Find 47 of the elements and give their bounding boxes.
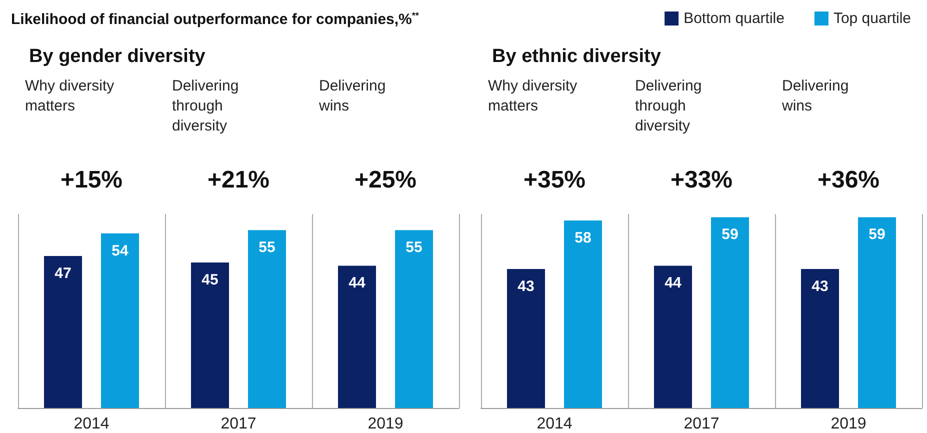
data-label: 59 — [722, 226, 738, 244]
x-tick-label: 2019 — [368, 416, 404, 432]
bar — [801, 268, 839, 408]
data-label: 55 — [258, 239, 276, 256]
text: Why diversity matters — [25, 78, 118, 114]
chart-title: Likelihood of financial outperformance for companies,%** — [11, 10, 420, 28]
data-label: 45 — [202, 272, 218, 288]
text: Delivering through diversity — [635, 78, 706, 134]
text: Delivering wins — [781, 78, 853, 114]
bar — [191, 262, 229, 408]
bar — [101, 233, 139, 408]
bar — [248, 230, 286, 408]
bar — [858, 217, 896, 408]
text: +33% — [670, 166, 733, 194]
text: +36% — [817, 166, 880, 194]
text: +35% — [523, 166, 586, 194]
data-label: 44 — [664, 274, 682, 292]
chart-subtitle: By ethnic diversity — [492, 46, 662, 67]
data-label: 58 — [574, 229, 592, 246]
x-tick-label: 2017 — [684, 416, 720, 432]
text: +21% — [207, 166, 270, 194]
chart-subtitle: By gender diversity — [29, 46, 206, 67]
x-tick-label: 2014 — [536, 416, 572, 432]
data-label: 43 — [518, 278, 534, 295]
legend-label: Bottom quartile — [684, 10, 784, 27]
bar — [507, 268, 545, 408]
bar — [711, 217, 749, 408]
bar — [338, 266, 376, 408]
text: +15% — [60, 166, 123, 194]
bar — [395, 230, 433, 408]
bar — [654, 266, 692, 408]
x-tick-label: 2019 — [830, 416, 866, 432]
data-label: 43 — [812, 278, 828, 295]
x-tick-label: 2017 — [220, 416, 256, 432]
text: Why diversity matters — [488, 78, 582, 114]
text: Delivering through diversity — [172, 78, 243, 134]
data-label: 59 — [868, 226, 886, 244]
text: +25% — [354, 166, 417, 194]
data-label: 44 — [348, 274, 366, 292]
data-label: 54 — [112, 242, 129, 260]
data-label: 55 — [406, 239, 422, 256]
bar — [44, 256, 82, 408]
bar — [564, 220, 602, 408]
data-label: 47 — [54, 265, 72, 282]
text: Delivering wins — [318, 78, 390, 114]
legend-label: Top quartile — [833, 10, 912, 27]
x-tick-label: 2014 — [74, 416, 110, 432]
